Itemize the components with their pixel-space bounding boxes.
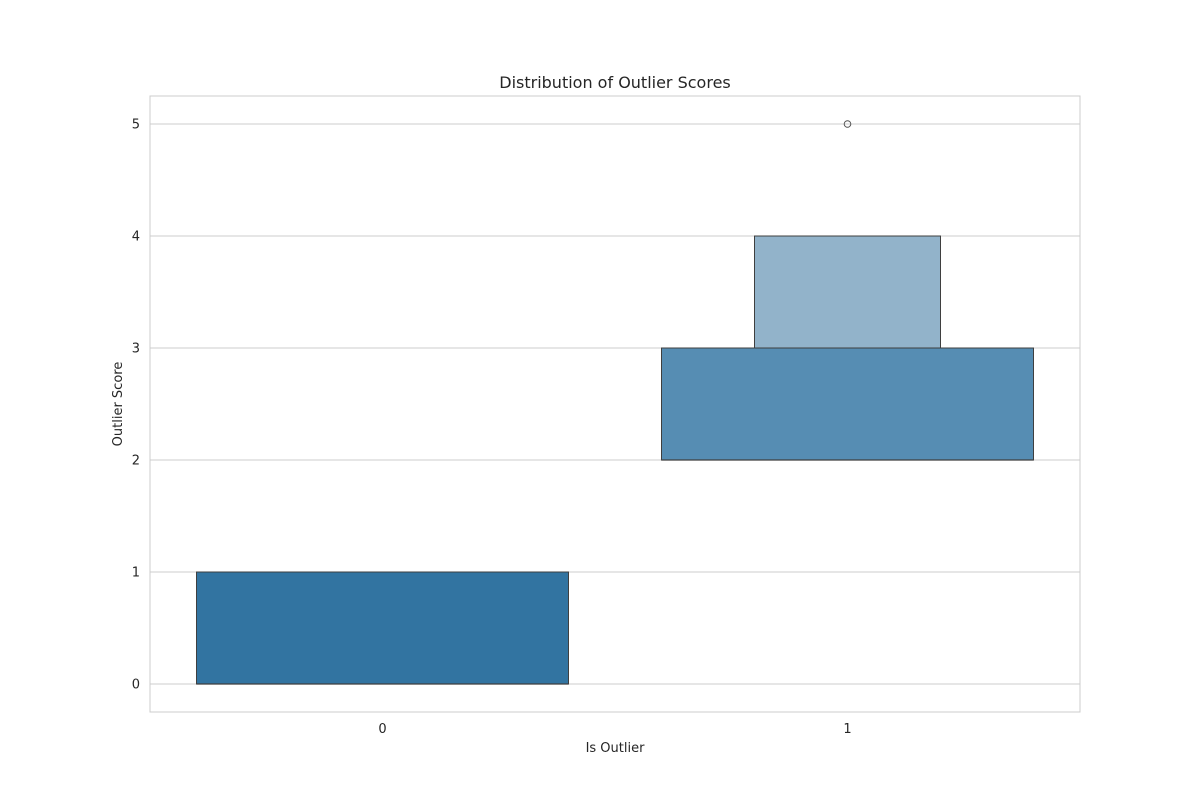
- y-tick-label: 0: [132, 678, 140, 693]
- x-tick-label: 1: [843, 722, 851, 737]
- plot-frame: [149, 95, 1081, 713]
- y-axis-label: Outlier Score: [111, 362, 126, 447]
- y-tick-label: 4: [132, 230, 140, 245]
- y-tick-label: 2: [132, 454, 140, 469]
- y-tick-label: 1: [132, 566, 140, 581]
- letter-value-box: [661, 347, 1034, 461]
- y-tick-label: 5: [132, 118, 140, 133]
- x-axis-label: Is Outlier: [586, 741, 646, 756]
- outlier-point: [843, 120, 852, 128]
- chart-title: Distribution of Outlier Scores: [499, 73, 731, 92]
- letter-value-box: [754, 235, 941, 349]
- y-tick-labels: 0 1 2 3 4 5: [132, 118, 140, 693]
- letter-value-box: [196, 571, 569, 685]
- y-tick-label: 3: [132, 342, 140, 357]
- boxen-plot-area: [196, 120, 1034, 685]
- x-tick-label: 0: [378, 722, 386, 737]
